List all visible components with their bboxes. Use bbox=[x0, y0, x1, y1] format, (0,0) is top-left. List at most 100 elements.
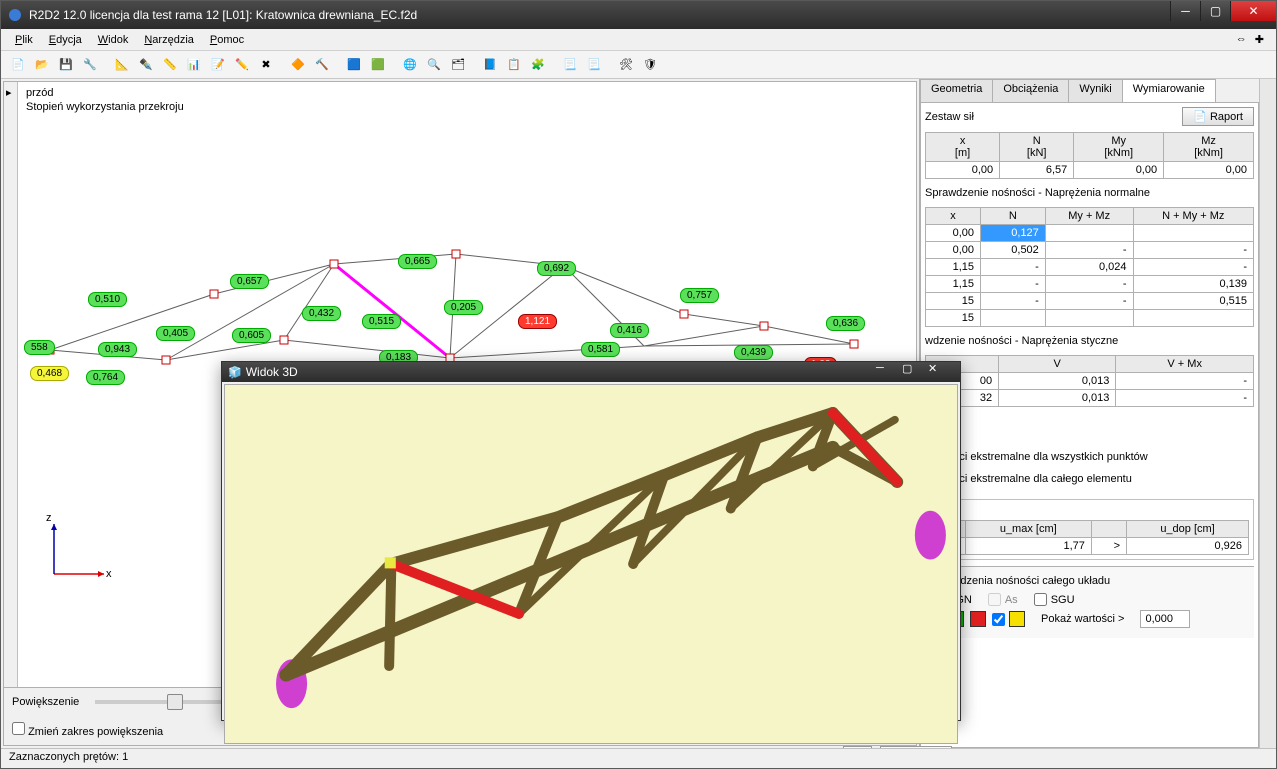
menu-edycja[interactable]: Edycja bbox=[41, 32, 90, 48]
status-text: Zaznaczonych prętów: 1 bbox=[9, 751, 128, 763]
toolbar-button[interactable]: 🔧 bbox=[79, 54, 101, 76]
utilization-label: 0,515 bbox=[362, 314, 401, 329]
maximize-button[interactable]: ▢ bbox=[1200, 1, 1230, 21]
extreme-all-label: Wartości ekstremalne dla wszystkich punk… bbox=[925, 449, 1254, 465]
widok-3d-window: 🧊 Widok 3D ─ ▢ ✕ σ 📄 Raport bbox=[221, 361, 961, 721]
shear-stress-header: wdzenie nośności - Naprężenia styczne bbox=[925, 333, 1254, 349]
toolbar-button[interactable]: 🗂 bbox=[447, 54, 469, 76]
toolbar-button[interactable]: 🛠 bbox=[615, 54, 637, 76]
utilization-label: 0,692 bbox=[537, 261, 576, 276]
tab-wymiarowanie[interactable]: Wymiarowanie bbox=[1122, 79, 1216, 103]
modal-minimize-button[interactable]: ─ bbox=[876, 362, 902, 382]
toolbar-button[interactable]: 📘 bbox=[479, 54, 501, 76]
toolbar-button[interactable]: 📊 bbox=[183, 54, 205, 76]
utilization-label: 0,432 bbox=[302, 306, 341, 321]
forces-table[interactable]: x[m]N[kN]My[kNm]Mz[kNm]0,006,570,000,00 bbox=[925, 132, 1254, 179]
modal-title: Widok 3D bbox=[242, 365, 876, 379]
toolbar-button[interactable]: 📋 bbox=[503, 54, 525, 76]
raport-button[interactable]: 📄 Raport bbox=[1182, 107, 1254, 126]
toolbar-button[interactable]: 📏 bbox=[159, 54, 181, 76]
toolbar-button[interactable]: ✒️ bbox=[135, 54, 157, 76]
toolbar: 📄📂💾🔧 📐✒️📏📊📝✏️✖ 🔶🔨 🟦🟩 🌐🔍🗂 📘📋🧩 📃📃 🛠🛡 bbox=[1, 51, 1276, 79]
menu-plik[interactable]: Plik bbox=[7, 32, 41, 48]
app-icon bbox=[7, 7, 23, 23]
utilization-label: 1,121 bbox=[518, 314, 557, 329]
show-values-label: Pokaż wartości > bbox=[1041, 613, 1124, 625]
utilization-label: 0,757 bbox=[680, 288, 719, 303]
statusbar: Zaznaczonych prętów: 1 bbox=[1, 748, 1276, 768]
close-button[interactable]: ✕ bbox=[1230, 1, 1276, 21]
extreme-element-label: Wartości ekstremalne dla całego elementu bbox=[925, 471, 1254, 487]
utilization-label: 0,636 bbox=[826, 316, 865, 331]
toolbar-button[interactable]: 🟩 bbox=[367, 54, 389, 76]
modal-titlebar: 🧊 Widok 3D ─ ▢ ✕ bbox=[222, 362, 960, 382]
toolbar-button[interactable]: 🔨 bbox=[311, 54, 333, 76]
menubar-extra-icon[interactable]: ✚ bbox=[1255, 33, 1264, 46]
normal-stress-header: Sprawdzenie nośności - Naprężenia normal… bbox=[925, 185, 1254, 201]
toolbar-button[interactable]: 🛡 bbox=[639, 54, 661, 76]
toolbar-button[interactable]: 🟦 bbox=[343, 54, 365, 76]
modal-3d-viewport[interactable] bbox=[224, 384, 958, 744]
modal-icon: 🧊 bbox=[228, 366, 242, 379]
toolbar-button[interactable]: 📐 bbox=[111, 54, 133, 76]
toolbar-button[interactable]: 📂 bbox=[31, 54, 53, 76]
toolbar-button[interactable]: ✏️ bbox=[231, 54, 253, 76]
right-scrollbar[interactable] bbox=[1259, 79, 1276, 748]
utilization-label: 0,665 bbox=[398, 254, 437, 269]
toolbar-button[interactable]: 📝 bbox=[207, 54, 229, 76]
change-range-checkbox[interactable]: Zmień zakres powiększenia bbox=[12, 722, 163, 738]
change-range-label: Zmień zakres powiększenia bbox=[28, 726, 163, 738]
show-values-input[interactable] bbox=[1140, 610, 1190, 628]
utilization-label: 0,205 bbox=[444, 300, 483, 315]
app-window: R2D2 12.0 licencja dla test rama 12 [L01… bbox=[0, 0, 1277, 769]
zestaw-sil-label: Zestaw sił bbox=[925, 109, 974, 125]
tab-wyniki[interactable]: Wyniki bbox=[1068, 79, 1122, 103]
tab-obciążenia[interactable]: Obciążenia bbox=[992, 79, 1069, 103]
toolbar-button[interactable]: 🧩 bbox=[527, 54, 549, 76]
utilization-label: 0,468 bbox=[30, 366, 69, 381]
change-range-input[interactable] bbox=[12, 722, 25, 735]
deflection-header: e bbox=[930, 504, 1249, 520]
utilization-label: 0,581 bbox=[581, 342, 620, 357]
utilization-label: 558 bbox=[24, 340, 55, 355]
utilization-label: 0,657 bbox=[230, 274, 269, 289]
shear-stress-table[interactable]: VV + Mx000,013-320,013- bbox=[925, 355, 1254, 407]
utilization-label: 0,416 bbox=[610, 323, 649, 338]
menu-widok[interactable]: Widok bbox=[90, 32, 137, 48]
check-results-section: sprawdzenia nośności całego układu SGN A… bbox=[925, 566, 1254, 638]
menubar: PlikEdycjaWidokNarzędziaPomoc ⇔ ✚ bbox=[1, 29, 1276, 51]
toolbar-button[interactable]: ✖ bbox=[255, 54, 277, 76]
modal-close-button[interactable]: ✕ bbox=[928, 362, 954, 382]
modal-maximize-button[interactable]: ▢ bbox=[902, 362, 928, 382]
utilization-label: 0,764 bbox=[86, 370, 125, 385]
window-title: R2D2 12.0 licencja dla test rama 12 [L01… bbox=[29, 8, 1170, 22]
right-panel: GeometriaObciążeniaWynikiWymiarowanie Ze… bbox=[919, 79, 1259, 748]
toolbar-button[interactable]: 📄 bbox=[7, 54, 29, 76]
axis-indicator: x z bbox=[44, 514, 114, 587]
sigma-button[interactable]: σ bbox=[843, 746, 872, 748]
toolbar-button[interactable]: 📃 bbox=[583, 54, 605, 76]
menubar-extra-icon[interactable]: ⇔ bbox=[1236, 33, 1247, 46]
toolbar-button[interactable]: 🔶 bbox=[287, 54, 309, 76]
minimize-button[interactable]: ─ bbox=[1170, 1, 1200, 21]
color-red-toggle[interactable] bbox=[970, 611, 986, 627]
titlebar: R2D2 12.0 licencja dla test rama 12 [L01… bbox=[1, 1, 1276, 29]
normal-stress-table[interactable]: xNMy + MzN + My + Mz0,000,1270,000,502--… bbox=[925, 207, 1254, 327]
utilization-label: 0,439 bbox=[734, 345, 773, 360]
color-yellow-toggle[interactable] bbox=[992, 611, 1025, 627]
modal-raport-button[interactable]: 📄 Raport bbox=[880, 746, 952, 748]
axis-x-label: x bbox=[106, 568, 112, 580]
toolbar-button[interactable]: 🔍 bbox=[423, 54, 445, 76]
toolbar-button[interactable]: 🌐 bbox=[399, 54, 421, 76]
menu-narzędzia[interactable]: Narzędzia bbox=[136, 32, 202, 48]
tab-geometria[interactable]: Geometria bbox=[920, 79, 993, 103]
main-area: ▸ przód Stopień wykorzystania przekroju … bbox=[1, 79, 1276, 748]
right-panel-body: Zestaw sił 📄 Raport x[m]N[kN]My[kNm]Mz[k… bbox=[920, 102, 1259, 748]
as-checkbox[interactable]: As bbox=[988, 593, 1018, 606]
utilization-label: 0,943 bbox=[98, 342, 137, 357]
toolbar-button[interactable]: 💾 bbox=[55, 54, 77, 76]
deflection-table[interactable]: xu_max [cm]u_dop [cm]01,77>0,926 bbox=[930, 520, 1249, 555]
sgu-checkbox[interactable]: SGU bbox=[1034, 593, 1075, 606]
menu-pomoc[interactable]: Pomoc bbox=[202, 32, 252, 48]
toolbar-button[interactable]: 📃 bbox=[559, 54, 581, 76]
